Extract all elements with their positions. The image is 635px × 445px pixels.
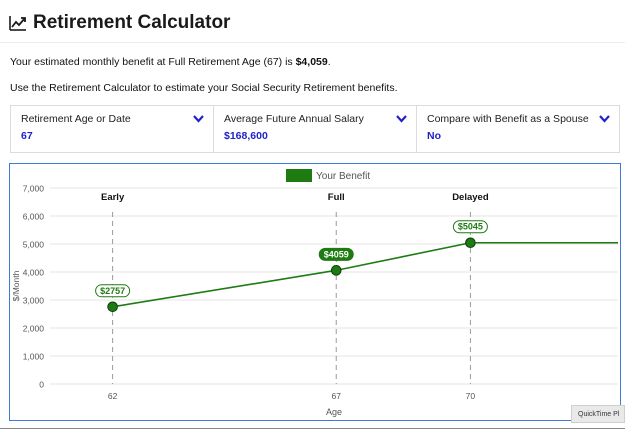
retirement-age-select[interactable]: Retirement Age or Date 67 [11, 106, 214, 152]
future-salary-select[interactable]: Average Future Annual Salary $168,600 [214, 106, 417, 152]
data-label-bubble [318, 247, 354, 261]
y-tick-label: 0 [39, 380, 44, 390]
x-axis-title: Age [326, 407, 342, 417]
data-point [330, 265, 342, 276]
y-tick-label: 6,000 [23, 212, 45, 222]
instructions: Use the Retirement Calculator to estimat… [10, 82, 398, 94]
spouse-compare-select[interactable]: Compare with Benefit as a Spouse No [417, 106, 619, 152]
spouse-compare-label: Compare with Benefit as a Spouse [427, 113, 589, 125]
trending-up-icon [9, 16, 26, 31]
data-label: $4059 [324, 249, 349, 259]
x-tick-label: 67 [332, 391, 342, 401]
page-title: Retirement Calculator [33, 12, 231, 33]
data-label: $2757 [100, 286, 125, 296]
y-tick-label: 3,000 [23, 296, 45, 306]
retirement-age-value: 67 [21, 130, 33, 142]
age-marker-label: Delayed [452, 192, 489, 203]
benefit-summary-suffix: . [327, 56, 331, 68]
future-salary-value: $168,600 [224, 130, 268, 142]
x-tick-label: 70 [466, 391, 476, 401]
legend-label: Your Benefit [316, 171, 370, 182]
y-tick-label: 2,000 [23, 324, 45, 334]
data-point [465, 237, 476, 249]
data-point [107, 301, 118, 313]
y-tick-label: 5,000 [23, 240, 45, 250]
benefit-chart: 0 1,000 2,000 3,000 4,000 5,000 6,000 7,000 Earl… [9, 163, 621, 421]
chevron-down-icon[interactable] [193, 115, 204, 123]
quicktime-badge: QuickTime Pl [571, 405, 625, 423]
selector-bar: Retirement Age or Date 67 Average Future… [10, 105, 620, 153]
y-tick-label: 1,000 [23, 352, 45, 362]
age-marker-label: Full [328, 192, 345, 203]
y-tick-label: 4,000 [23, 268, 45, 278]
chevron-down-icon[interactable] [599, 115, 610, 123]
header: Retirement Calculator [9, 8, 230, 38]
retirement-age-label: Retirement Age or Date [21, 113, 131, 125]
spouse-compare-value: No [427, 130, 441, 142]
data-label: $5045 [458, 222, 483, 232]
x-tick-label: 62 [108, 391, 118, 401]
data-label-bubble [95, 284, 131, 298]
benefit-chart-svg: 0 1,000 2,000 3,000 4,000 5,000 6,000 7,000 Earl… [11, 169, 618, 417]
header-divider [0, 42, 625, 43]
benefit-summary-prefix: Your estimated monthly benefit at Full R… [10, 56, 296, 68]
benefit-series-line [112, 241, 471, 308]
y-tick-label: 7,000 [23, 184, 45, 194]
bottom-divider [0, 428, 625, 429]
benefit-summary: Your estimated monthly benefit at Full R… [10, 56, 331, 68]
y-axis-title: $/Month [11, 270, 21, 301]
data-label-bubble [452, 220, 488, 234]
benefit-amount: $4,059 [295, 56, 328, 68]
legend-swatch [286, 169, 312, 182]
future-salary-label: Average Future Annual Salary [224, 113, 364, 125]
chevron-down-icon[interactable] [396, 115, 407, 123]
age-marker-label: Early [101, 192, 125, 203]
